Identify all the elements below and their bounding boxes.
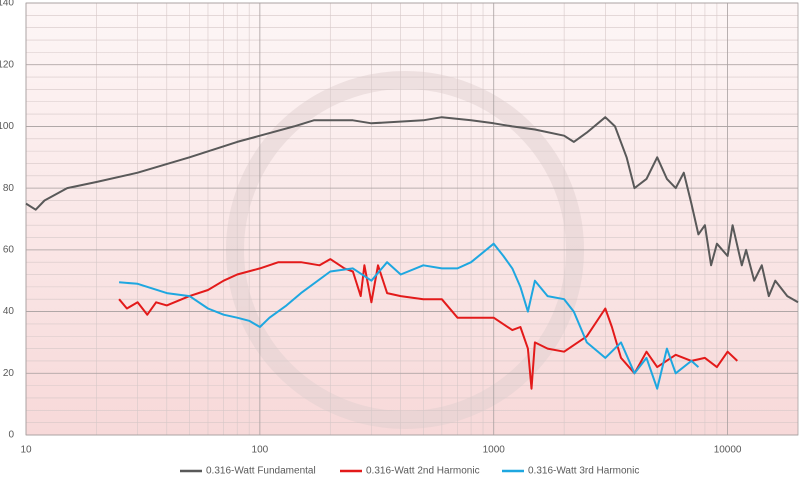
- x-tick-label: 10: [20, 445, 32, 456]
- plot-border: [25, 2, 799, 436]
- legend-label: 0.316-Watt 2nd Harmonic: [366, 466, 480, 477]
- y-tick-label: 40: [3, 306, 15, 317]
- legend-label: 0.316-Watt Fundamental: [206, 466, 316, 477]
- x-tick-label: 100: [252, 445, 269, 456]
- y-tick-label: 60: [3, 244, 15, 255]
- y-tick-label: 120: [0, 59, 14, 70]
- legend-label: 0.316-Watt 3rd Harmonic: [528, 466, 639, 477]
- y-tick-label: 100: [0, 121, 14, 132]
- plot-background: [26, 3, 798, 435]
- series-line: [119, 242, 700, 390]
- y-tick-label: 140: [0, 0, 14, 9]
- y-tick-label: 20: [3, 368, 15, 379]
- x-tick-label: 1000: [483, 445, 506, 456]
- y-tick-label: 0: [8, 430, 14, 441]
- series-line: [25, 116, 799, 304]
- y-tick-label: 80: [3, 183, 15, 194]
- x-tick-label: 10000: [714, 445, 742, 456]
